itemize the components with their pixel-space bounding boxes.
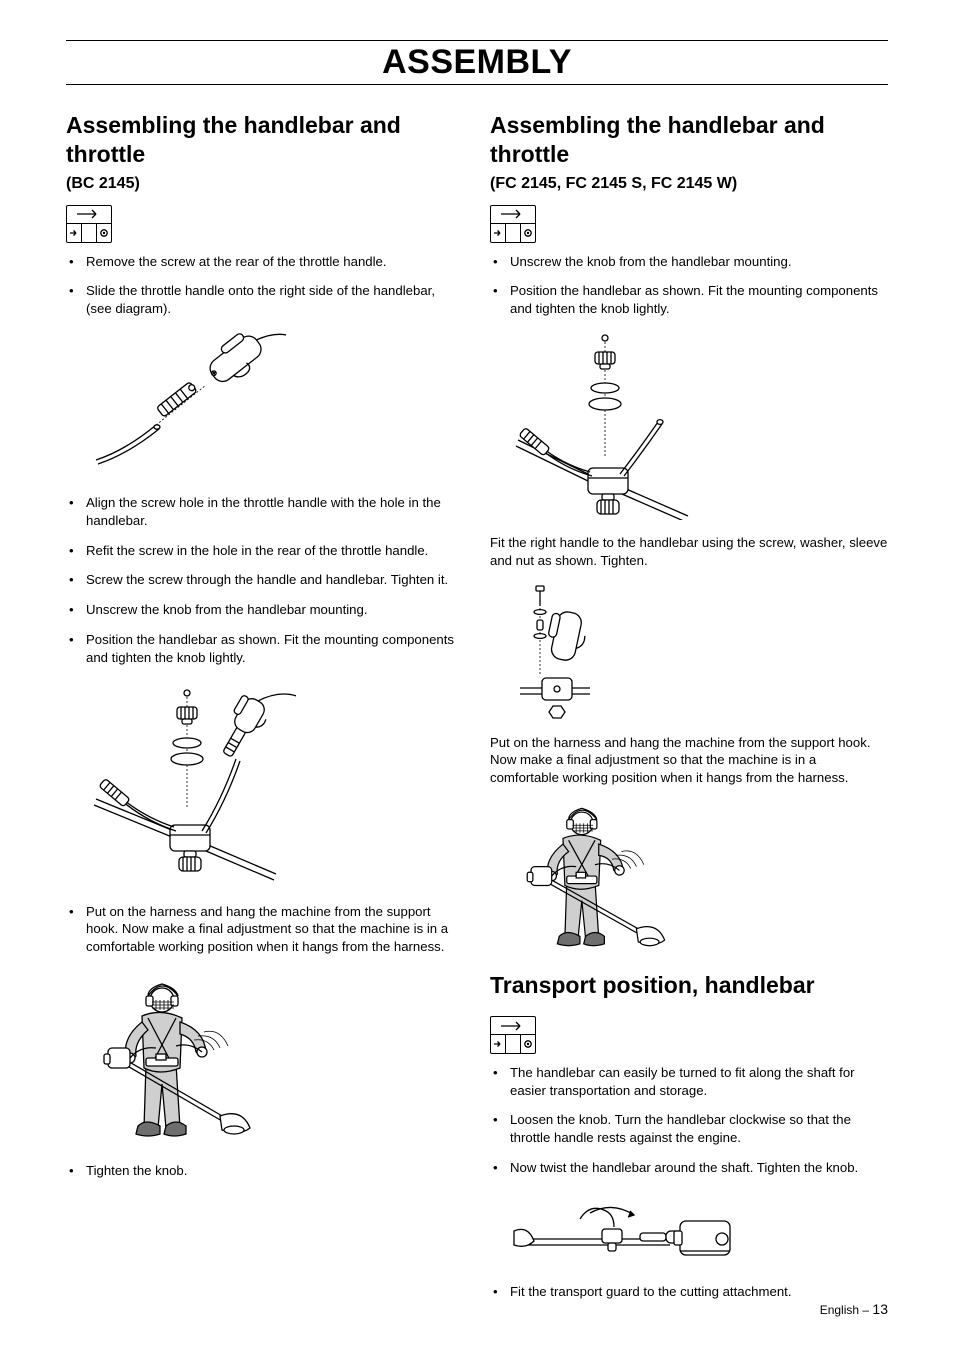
right-list-1: Unscrew the knob from the handlebar moun… — [490, 253, 888, 318]
figure-operator-right — [510, 797, 888, 957]
right-para-1: Fit the right handle to the handlebar us… — [490, 534, 888, 570]
right-para-2: Put on the harness and hang the machine … — [490, 734, 888, 787]
left-heading: Assembling the handlebar and throttle — [66, 111, 464, 169]
right-list-transport: The handlebar can easily be turned to fi… — [490, 1064, 888, 1177]
figure-right-handle-detail — [510, 580, 888, 720]
list-item: Remove the screw at the rear of the thro… — [66, 253, 464, 271]
right-column: Assembling the handlebar and throttle (F… — [490, 111, 888, 1313]
list-item: Screw the screw through the handle and h… — [66, 571, 464, 589]
list-item: Unscrew the knob from the handlebar moun… — [490, 253, 888, 271]
list-item: Loosen the knob. Turn the handlebar cloc… — [490, 1111, 888, 1147]
list-item: Fit the transport guard to the cutting a… — [490, 1283, 888, 1301]
left-list-2: Align the screw hole in the throttle han… — [66, 494, 464, 667]
left-list-1: Remove the screw at the rear of the thro… — [66, 253, 464, 318]
right-heading-b: Transport position, handlebar — [490, 971, 888, 1000]
right-subheading-a: (FC 2145, FC 2145 S, FC 2145 W) — [490, 175, 888, 193]
footer-dash: – — [862, 1303, 869, 1317]
list-item: Put on the harness and hang the machine … — [66, 903, 464, 956]
list-item: The handlebar can easily be turned to fi… — [490, 1064, 888, 1100]
list-item: Unscrew the knob from the handlebar moun… — [66, 601, 464, 619]
figure-handlebar-mount-right — [510, 330, 888, 520]
reference-icon — [66, 205, 112, 243]
footer-page-number: 13 — [872, 1301, 888, 1317]
reference-icon — [490, 1016, 536, 1054]
left-subheading: (BC 2145) — [66, 175, 464, 193]
right-heading-a: Assembling the handlebar and throttle — [490, 111, 888, 169]
left-list-3: Put on the harness and hang the machine … — [66, 903, 464, 956]
figure-handlebar-mount-left — [86, 679, 464, 889]
page-title: ASSEMBLY — [382, 43, 572, 81]
figure-transport — [510, 1189, 888, 1269]
list-item: Slide the throttle handle onto the right… — [66, 282, 464, 318]
list-item: Align the screw hole in the throttle han… — [66, 494, 464, 530]
footer-lang: English — [820, 1303, 859, 1317]
reference-icon — [490, 205, 536, 243]
list-item: Position the handlebar as shown. Fit the… — [66, 631, 464, 667]
list-item: Now twist the handlebar around the shaft… — [490, 1159, 888, 1177]
list-item: Position the handlebar as shown. Fit the… — [490, 282, 888, 318]
page-footer: English – 13 — [820, 1301, 888, 1317]
columns: Assembling the handlebar and throttle (B… — [66, 111, 888, 1313]
figure-operator-left — [86, 968, 464, 1148]
list-item: Refit the screw in the hole in the rear … — [66, 542, 464, 560]
figure-throttle-slide — [86, 330, 464, 480]
left-list-4: Tighten the knob. — [66, 1162, 464, 1180]
list-item: Tighten the knob. — [66, 1162, 464, 1180]
page-title-row: ASSEMBLY — [66, 43, 888, 82]
right-list-transport-2: Fit the transport guard to the cutting a… — [490, 1283, 888, 1301]
left-column: Assembling the handlebar and throttle (B… — [66, 111, 464, 1313]
